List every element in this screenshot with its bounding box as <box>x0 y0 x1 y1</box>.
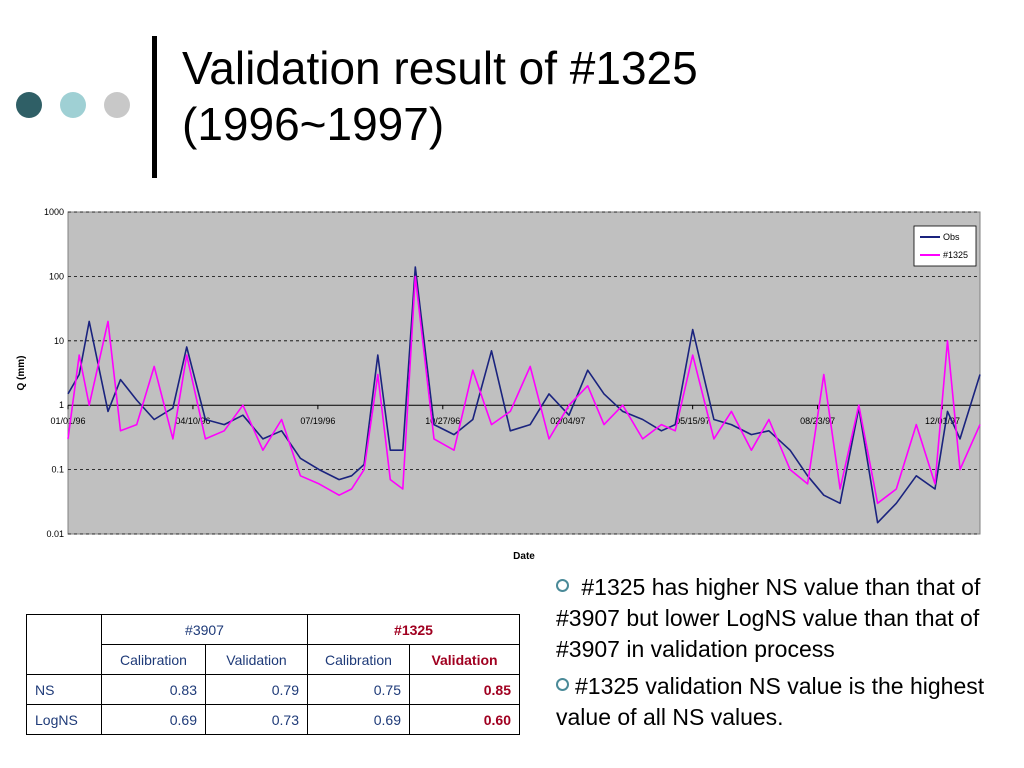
title-line-2: (1996~1997) <box>182 98 445 150</box>
series-line-obs <box>67 266 981 524</box>
y-tick-label: 1 <box>59 400 64 410</box>
table-row: LogNS 0.69 0.73 0.69 0.60 <box>26 704 520 735</box>
legend-box <box>913 225 977 267</box>
series-line-1325 <box>67 275 981 505</box>
y-tick-label: 1000 <box>44 207 64 217</box>
dot-dark <box>16 92 42 118</box>
y-tick-label: 0.1 <box>51 465 64 475</box>
bullet-text: #1325 has higher NS value than that of #… <box>556 574 981 662</box>
bullet-circle-icon <box>556 678 569 692</box>
hydrograph-chart: 1000 100 10 1 0.1 0.01 01/01/96 04/10/96 07/19/9… <box>16 207 981 562</box>
bullet-item: #1325 validation NS value is the highest… <box>556 671 996 733</box>
x-tick-label: 07/19/96 <box>300 416 335 426</box>
legend-label-obs: Obs <box>943 232 960 242</box>
y-axis-label: Q (mm) <box>16 356 27 391</box>
y-tick-label: 0.01 <box>46 529 64 539</box>
dot-light-teal <box>60 92 86 118</box>
decorative-dots <box>16 92 136 122</box>
title-divider <box>152 36 157 178</box>
subheader-calibration-1325: Calibration <box>307 644 410 675</box>
x-tick-label: 04/10/96 <box>175 416 210 426</box>
table-cell: 0.75 <box>307 674 410 705</box>
y-tick-label: 100 <box>49 271 64 281</box>
gridlines <box>68 211 980 535</box>
tick-labels: 1000 100 10 1 0.1 0.01 01/01/96 04/10/96 07/19/9… <box>44 207 960 539</box>
bullet-circle-icon <box>556 579 569 593</box>
table-row: NS 0.83 0.79 0.75 0.85 <box>26 674 520 705</box>
table-cell: 0.69 <box>101 704 206 735</box>
corner-cell <box>26 614 102 675</box>
x-tick-label: 02/04/97 <box>550 416 585 426</box>
plot-area <box>67 211 981 535</box>
bullet-item: #1325 has higher NS value than that of #… <box>556 572 996 665</box>
bullet-text: #1325 validation NS value is the highest… <box>556 673 985 730</box>
subheader-validation-3907: Validation <box>205 644 308 675</box>
table-cell-highlight: 0.60 <box>409 704 520 735</box>
dot-gray <box>104 92 130 118</box>
x-tick-label: 10/27/96 <box>425 416 460 426</box>
table-cell-highlight: 0.85 <box>409 674 520 705</box>
table-cell: 0.79 <box>205 674 308 705</box>
table-cell: 0.69 <box>307 704 410 735</box>
subheader-calibration-3907: Calibration <box>101 644 206 675</box>
x-tick-label: 01/01/96 <box>50 416 85 426</box>
title-line-1: Validation result of #1325 <box>182 42 698 94</box>
y-tick-label: 10 <box>54 336 64 346</box>
x-axis-label: Date <box>513 551 535 562</box>
legend: Obs #1325 <box>913 225 977 267</box>
results-table: #3907 #1325 Calibration Validation Calib… <box>26 614 520 735</box>
header-1325: #1325 <box>307 614 520 645</box>
x-tick-label: 05/15/97 <box>675 416 710 426</box>
legend-label-1325: #1325 <box>943 250 968 260</box>
x-tick-label: 12/01/97 <box>925 416 960 426</box>
series-lines <box>67 266 981 524</box>
row-label: LogNS <box>26 704 102 735</box>
table-cell: 0.73 <box>205 704 308 735</box>
bullet-list: #1325 has higher NS value than that of #… <box>556 572 996 739</box>
row-label: NS <box>26 674 102 705</box>
slide-title: Validation result of #1325 (1996~1997) <box>182 40 698 152</box>
table-cell: 0.83 <box>101 674 206 705</box>
header-3907: #3907 <box>101 614 308 645</box>
subheader-validation-1325: Validation <box>409 644 520 675</box>
